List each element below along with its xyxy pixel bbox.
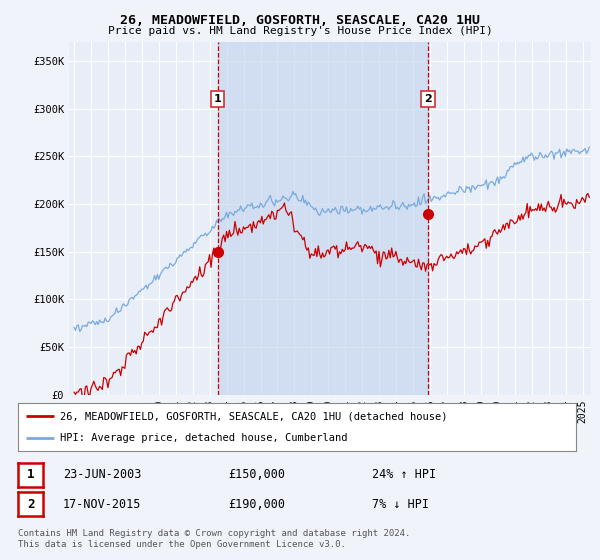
Text: 7% ↓ HPI: 7% ↓ HPI: [372, 497, 429, 511]
Text: 23-JUN-2003: 23-JUN-2003: [63, 468, 142, 482]
Text: £150,000: £150,000: [228, 468, 285, 482]
Text: 1: 1: [214, 94, 221, 104]
Text: Price paid vs. HM Land Registry's House Price Index (HPI): Price paid vs. HM Land Registry's House …: [107, 26, 493, 36]
Text: 1: 1: [27, 468, 34, 482]
Text: HPI: Average price, detached house, Cumberland: HPI: Average price, detached house, Cumb…: [60, 433, 347, 443]
Text: 24% ↑ HPI: 24% ↑ HPI: [372, 468, 436, 482]
Text: 17-NOV-2015: 17-NOV-2015: [63, 497, 142, 511]
Text: 2: 2: [27, 497, 34, 511]
Text: 26, MEADOWFIELD, GOSFORTH, SEASCALE, CA20 1HU (detached house): 26, MEADOWFIELD, GOSFORTH, SEASCALE, CA2…: [60, 411, 448, 421]
Text: 26, MEADOWFIELD, GOSFORTH, SEASCALE, CA20 1HU: 26, MEADOWFIELD, GOSFORTH, SEASCALE, CA2…: [120, 14, 480, 27]
Text: £190,000: £190,000: [228, 497, 285, 511]
Text: Contains HM Land Registry data © Crown copyright and database right 2024.
This d: Contains HM Land Registry data © Crown c…: [18, 529, 410, 549]
Text: 2: 2: [424, 94, 432, 104]
Bar: [218, 42, 428, 395]
